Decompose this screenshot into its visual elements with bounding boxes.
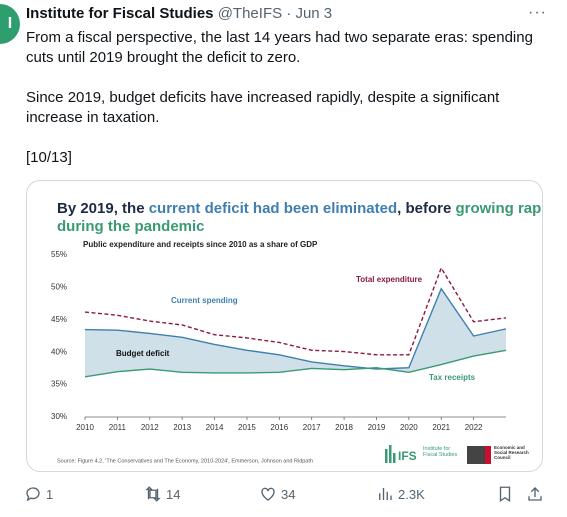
logo-ifs: IFS — [398, 449, 417, 463]
deficit-band — [85, 288, 506, 377]
retweet-icon — [145, 486, 161, 502]
chart-title: By 2019, the current deficit had been el… — [57, 200, 542, 217]
y-tick-label: 30% — [51, 412, 67, 421]
logo-ifs-sub: Institute for Fiscal Studies — [423, 446, 458, 458]
bookmark-icon — [499, 486, 511, 503]
logo-bar — [389, 445, 392, 463]
share-icon — [528, 487, 542, 501]
y-tick-label: 40% — [51, 347, 67, 356]
x-tick-label: 2012 — [141, 423, 159, 432]
title-part: during the pandemic — [57, 218, 205, 235]
reply-icon — [26, 487, 40, 502]
title-part: , before — [397, 200, 455, 217]
tweet-text: From a fiscal perspective, the last 14 y… — [26, 28, 556, 188]
handle[interactable]: @TheIFS — [217, 5, 283, 22]
series-label: Total expenditure — [356, 275, 423, 284]
series-label: Current spending — [171, 296, 238, 305]
logo-ifs-text: Institute for Fiscal Studies — [423, 446, 458, 458]
author-name[interactable]: Institute for Fiscal Studies — [26, 5, 214, 22]
x-tick-label: 2016 — [270, 423, 288, 432]
x-tick-label: 2010 — [76, 423, 94, 432]
chart-subtitle: Public expenditure and receipts since 20… — [83, 240, 318, 249]
series-line — [84, 349, 507, 378]
series-line — [84, 287, 507, 370]
series-label: Tax receipts — [429, 373, 476, 382]
x-tick-label: 2017 — [303, 423, 321, 432]
paragraph: [10/13] — [26, 149, 72, 166]
like-button[interactable]: 34 — [259, 485, 295, 503]
chart: By 2019, the current deficit had been el… — [51, 200, 542, 464]
like-count: 34 — [281, 486, 296, 502]
source: Source: Figure 4.2, 'The Conservatives a… — [57, 458, 313, 464]
band-label: Budget deficit — [116, 349, 170, 358]
x-tick-label: 2021 — [432, 423, 450, 432]
y-tick-label: 55% — [51, 250, 67, 259]
x-tick-label: 2019 — [368, 423, 386, 432]
retweet-button[interactable]: 14 — [144, 485, 180, 503]
reply-count: 1 — [46, 486, 54, 502]
tweet-header: Institute for Fiscal Studies @TheIFS · J… — [26, 5, 332, 22]
chart-title: during the pandemic — [57, 218, 205, 235]
y-tick-label: 35% — [51, 380, 67, 389]
y-tick-label: 45% — [51, 315, 67, 324]
retweet-count: 14 — [166, 486, 181, 502]
x-tick-label: 2014 — [206, 423, 224, 432]
logo-esrc-box — [467, 446, 485, 464]
bookmark-button[interactable] — [496, 485, 514, 503]
paragraph: Since 2019, budget deficits have increas… — [26, 89, 500, 126]
like-icon — [261, 487, 275, 501]
logo-esrc-box — [485, 446, 491, 464]
avatar[interactable]: I — [0, 4, 20, 44]
title-part: current deficit had been eliminated — [149, 200, 397, 217]
logo-esrc-sub: Economic and Social Research Council — [494, 445, 529, 460]
x-tick-label: 2015 — [238, 423, 256, 432]
views-count: 2.3K — [398, 486, 425, 502]
title-part: growing rapidly — [455, 200, 542, 217]
x-tick-label: 2018 — [335, 423, 353, 432]
logo-esrc-text: Economic and Social Research Council — [494, 445, 529, 460]
x-tick-label: 2011 — [109, 423, 127, 432]
x-tick-label: 2022 — [465, 423, 483, 432]
chart-card[interactable]: By 2019, the current deficit had been el… — [26, 180, 543, 472]
date[interactable]: · Jun 3 — [286, 5, 333, 22]
more-button[interactable]: ··· — [528, 4, 547, 21]
paragraph: From a fiscal perspective, the last 14 y… — [26, 29, 533, 66]
logos: IFS Institute for Fiscal Studies Economi… — [385, 445, 529, 464]
y-tick-label: 50% — [51, 283, 67, 292]
share-button[interactable] — [526, 485, 544, 503]
series-line — [84, 266, 507, 356]
views-button[interactable]: 2.3K — [376, 485, 425, 503]
reply-button[interactable]: 1 — [24, 485, 53, 503]
logo-bar — [393, 453, 396, 463]
logo-bar — [385, 449, 388, 463]
title-part: By 2019, the — [57, 200, 149, 217]
x-tick-label: 2020 — [400, 423, 418, 432]
views-icon — [379, 488, 392, 500]
x-tick-label: 2013 — [173, 423, 191, 432]
